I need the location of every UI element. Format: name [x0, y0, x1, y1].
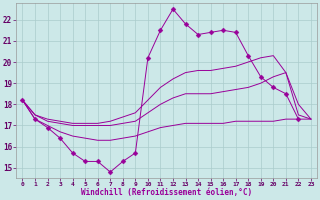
X-axis label: Windchill (Refroidissement éolien,°C): Windchill (Refroidissement éolien,°C) [81, 188, 252, 197]
